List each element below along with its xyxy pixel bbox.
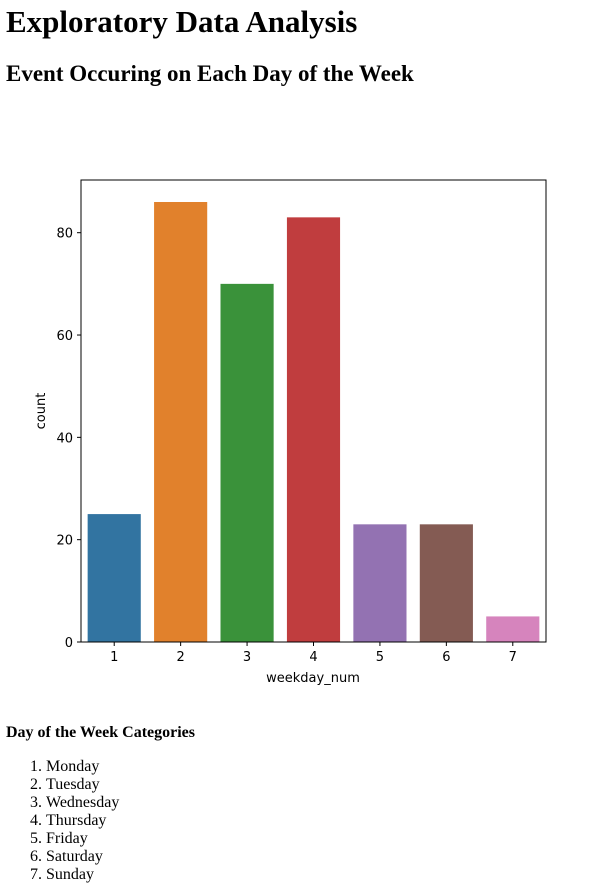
x-tick-label-7: 7 [509, 650, 517, 665]
bar-7 [486, 616, 540, 642]
list-item-saturday: Saturday [46, 848, 119, 866]
y-tick-label-60: 60 [56, 329, 73, 344]
bar-3 [220, 283, 274, 642]
bar-chart: 1 2 3 4 5 6 7 0 20 40 60 80 weekday_num count [34, 179, 547, 686]
y-ticks-group: 0 20 40 60 80 [56, 227, 81, 651]
x-tick-label-3: 3 [243, 650, 251, 665]
x-tick-label-2: 2 [177, 650, 185, 665]
page-title: Exploratory Data Analysis [6, 4, 358, 39]
x-tick-label-4: 4 [309, 650, 317, 665]
categories-heading: Day of the Week Categories [6, 724, 195, 741]
list-item-monday: Monday [46, 758, 119, 776]
x-tick-label-5: 5 [376, 650, 384, 665]
bar-5 [353, 524, 407, 642]
bar-6 [419, 524, 473, 642]
bar-2 [154, 202, 208, 642]
list-item-tuesday: Tuesday [46, 776, 119, 794]
x-tick-label-6: 6 [442, 650, 450, 665]
bar-4 [286, 217, 341, 642]
x-ticks-group: 1 2 3 4 5 6 7 [110, 642, 517, 665]
list-item-sunday: Sunday [46, 866, 119, 884]
x-axis-label: weekday_num [266, 671, 360, 686]
y-axis-label: count [34, 393, 49, 430]
day-categories-list: Monday Tuesday Wednesday Thursday Friday… [6, 758, 119, 884]
x-tick-label-1: 1 [110, 650, 118, 665]
y-tick-label-80: 80 [56, 227, 73, 242]
y-tick-label-40: 40 [56, 431, 73, 446]
list-item-thursday: Thursday [46, 812, 119, 830]
list-item-friday: Friday [46, 830, 119, 848]
chart-heading: Event Occuring on Each Day of the Week [6, 61, 414, 86]
list-item-wednesday: Wednesday [46, 794, 119, 812]
y-tick-label-0: 0 [65, 636, 73, 651]
bars-group [87, 202, 540, 642]
bar-1 [87, 514, 141, 642]
y-tick-label-20: 20 [56, 534, 73, 549]
